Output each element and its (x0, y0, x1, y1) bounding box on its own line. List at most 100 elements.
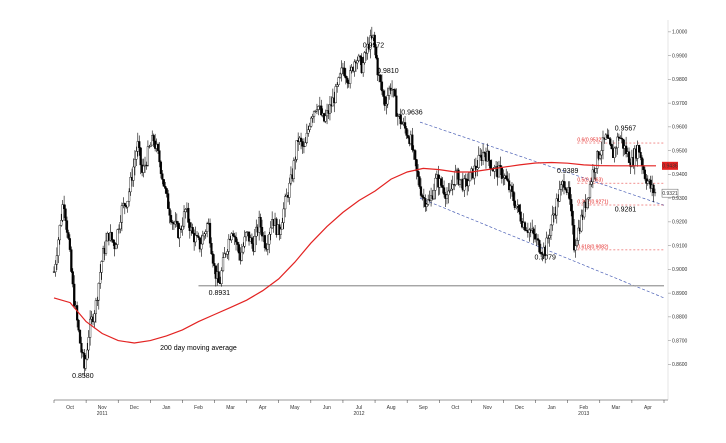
candle-body (385, 103, 388, 106)
candle-body (191, 227, 194, 234)
y-tick-label: 0.9900 (672, 53, 688, 59)
candle-body (104, 240, 108, 254)
candle-body (158, 150, 161, 163)
x-tick-label: Mar (226, 405, 235, 411)
candle-body (116, 229, 119, 245)
candle-body (112, 239, 115, 243)
candle-body (299, 137, 303, 142)
candle-body (489, 160, 492, 169)
candle-body (77, 319, 80, 331)
candle-body (340, 67, 343, 75)
candle-body (442, 187, 446, 195)
candle-body (448, 189, 451, 192)
candle-body (73, 283, 76, 307)
candle-body (210, 243, 213, 255)
candle-body (289, 174, 293, 184)
candle-body (388, 87, 391, 96)
candle-body (159, 161, 163, 174)
candle-body (175, 220, 178, 224)
candle-body (281, 222, 284, 230)
candle-body (70, 249, 73, 272)
candle-body (337, 77, 340, 86)
candle-body (458, 179, 462, 185)
candle-body (94, 300, 97, 315)
candle-body (223, 253, 226, 258)
candle-body (515, 206, 518, 208)
candle-body (58, 225, 61, 241)
candle-body (369, 35, 372, 50)
x-year-label: 2013 (578, 411, 589, 417)
candle-body (314, 110, 317, 112)
y-tick-label: 0.9100 (672, 243, 688, 249)
candle-body (406, 135, 410, 138)
x-tick-label: Feb (579, 405, 588, 411)
price-tag (661, 188, 679, 198)
candle-body (653, 192, 657, 194)
candle-body (625, 145, 628, 155)
candle-body (253, 236, 256, 252)
candle-body (373, 34, 376, 48)
price-annotation: 0.8580 (72, 373, 94, 380)
candle-body (142, 165, 145, 173)
candle-body (84, 358, 87, 369)
x-year-label: 2012 (353, 411, 364, 417)
candle-body (502, 177, 505, 179)
candle-body (344, 75, 347, 79)
candle-body (96, 299, 99, 301)
candle-body (227, 238, 230, 252)
candle-body (487, 150, 490, 161)
candle-body (161, 173, 164, 180)
candle-body (93, 313, 96, 323)
candle-body (67, 232, 70, 239)
candle-body (412, 149, 415, 151)
candle-body (138, 141, 141, 149)
candle-body (269, 227, 272, 235)
candle-body (343, 67, 346, 77)
candle-body (395, 95, 398, 117)
candle-body (65, 220, 69, 233)
y-tick-label: 0.9200 (672, 220, 688, 226)
price-series (52, 26, 657, 377)
candle-body (311, 116, 314, 119)
candle-body (376, 57, 379, 76)
candle-body (152, 135, 155, 142)
candle-body (349, 70, 352, 84)
candle-body (568, 187, 571, 200)
candle-body (100, 261, 103, 273)
price-annotation: 0.9636 (401, 109, 423, 116)
candle-body (362, 62, 365, 73)
candle-body (425, 204, 428, 207)
candle-body (55, 255, 58, 265)
candle-body (622, 138, 625, 149)
candle-body (242, 246, 245, 253)
y-axis: 0.8600 0.8700 0.8800 0.8900 0.9000 0.9100 0.92… (668, 30, 688, 368)
candle-body (523, 222, 527, 231)
candle-body (324, 115, 327, 122)
candle-body (555, 198, 558, 216)
y-tick-label: 0.8600 (672, 362, 688, 368)
candle-body (609, 138, 612, 145)
candle-body (63, 204, 66, 210)
candle-body (383, 96, 386, 106)
candle-body (560, 184, 563, 190)
candle-body (61, 204, 64, 221)
candle-body (415, 159, 418, 172)
x-tick-label: Sep (419, 405, 428, 411)
candle-body (128, 191, 131, 202)
x-tick-label: May (290, 405, 300, 411)
candle-body (363, 52, 366, 64)
y-tick-label: 1.0000 (672, 30, 688, 36)
candle-body (411, 134, 414, 150)
candle-body (194, 235, 197, 243)
candle-body (182, 211, 186, 227)
candle-body (217, 271, 220, 283)
candle-body (600, 150, 603, 156)
candle-body (564, 187, 567, 190)
candle-body (162, 179, 165, 187)
candle-body (610, 144, 613, 150)
candle-body (570, 199, 573, 212)
candle-body (132, 166, 135, 181)
candle-body (549, 224, 553, 236)
price-annotation: 0.9810 (377, 68, 399, 75)
y-tick-label: 0.9300 (672, 196, 688, 202)
